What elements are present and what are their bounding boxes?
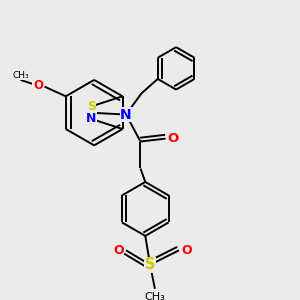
Text: CH₃: CH₃ bbox=[12, 70, 29, 80]
Text: O: O bbox=[113, 244, 124, 257]
Text: O: O bbox=[182, 244, 192, 257]
Text: O: O bbox=[33, 79, 43, 92]
Text: N: N bbox=[86, 112, 97, 125]
Text: S: S bbox=[87, 100, 96, 113]
Text: CH₃: CH₃ bbox=[145, 292, 165, 300]
Text: S: S bbox=[145, 257, 155, 272]
Text: O: O bbox=[168, 132, 179, 145]
Text: N: N bbox=[120, 108, 132, 122]
